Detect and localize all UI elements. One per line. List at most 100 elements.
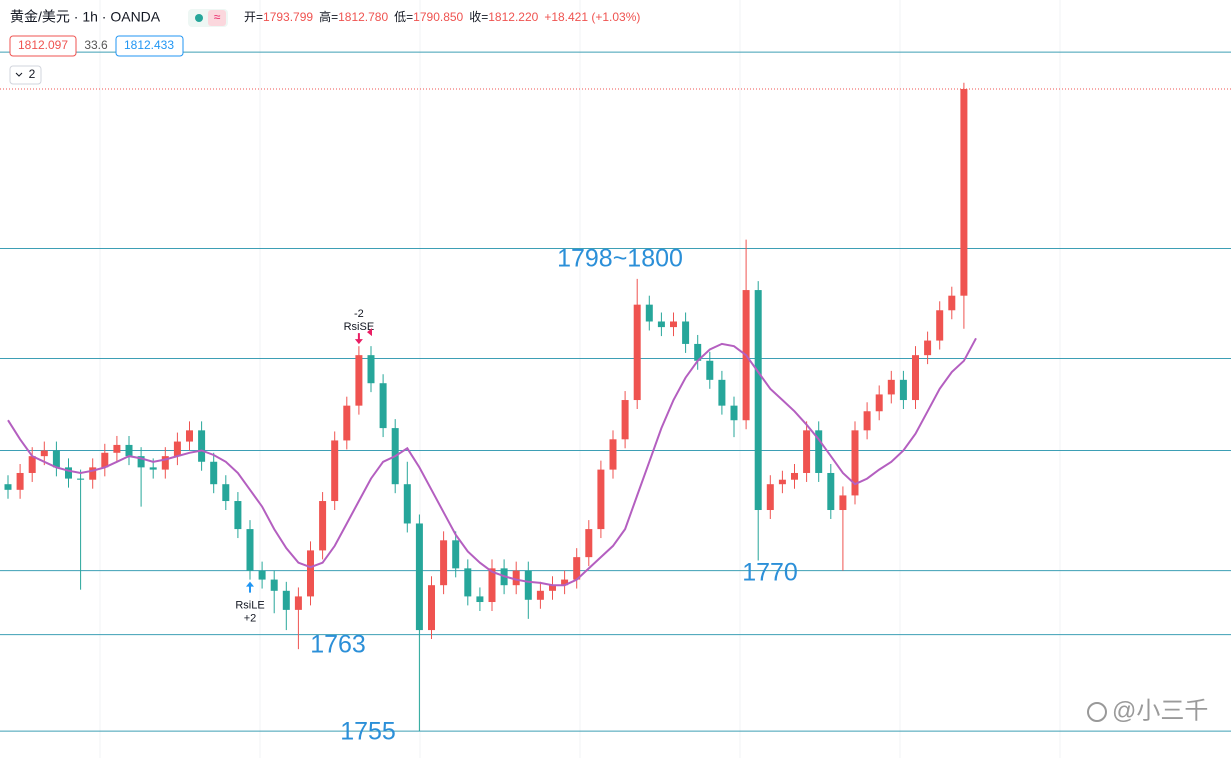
candle-body [706,360,714,380]
candle-body [875,394,883,412]
candle-body [331,440,339,502]
candle-body [355,355,363,406]
ohlc-label: 高= [319,9,338,24]
grid [99,0,1061,758]
candle-body [258,570,266,580]
candle-body [28,456,36,473]
ohlc-value: 1812.780 [338,10,388,24]
status-dot [195,14,203,22]
candle-body [936,310,944,341]
candle-body [670,321,677,328]
signal-qty: +2 [244,612,257,624]
candle-body [718,379,726,406]
candle-body [101,452,109,468]
candle-body [65,467,72,479]
symbol: 黄金/美元 · 1h · OANDA [10,9,161,25]
candle-body [464,568,472,597]
candle-body [561,579,569,586]
moving-average [7,337,977,587]
change: +18.421 (+1.03%) [544,10,640,24]
signal-label: RsiLE [235,599,264,611]
candle-body [536,590,544,600]
spread: 33.6 [84,38,108,52]
candle-body [887,379,895,395]
candle-body [415,523,423,631]
candle-body [403,484,411,524]
signal-qty: -2 [354,308,364,320]
candle-body [524,570,532,600]
ohlc: 开=1793.799 高=1812.780 低=1790.850 收=1812.220… [244,9,640,24]
collapse-box[interactable] [9,65,42,85]
candle-body [754,290,762,511]
candle-body [40,450,48,457]
candle-body [549,585,556,591]
indicator-count: 2 [29,67,36,81]
candle-body [815,430,823,473]
candle-body [137,456,145,468]
candle-body [270,579,278,591]
signal-marker [367,328,372,337]
candle-body [839,495,847,511]
candle-body [246,529,254,571]
candle-body [621,400,629,440]
candle-body [222,484,230,502]
bid-box [9,35,77,57]
ask-box [115,35,184,57]
watermark: @小三千 [1112,697,1208,724]
candle-body [282,590,290,610]
annotation: 1770 [742,559,798,587]
candle-body [609,439,617,470]
candle-body [113,444,121,453]
candle-body [597,469,605,530]
ohlc-value: 1812.220 [488,10,538,24]
candle-body [488,568,496,603]
candle-body [766,484,774,511]
candle-body [52,450,60,468]
ohlc-value: 1793.799 [263,10,313,24]
candle-body [851,430,859,496]
candle-body [440,540,448,586]
candle-body [161,456,169,470]
approx: ≈ [214,10,221,24]
candle-body [4,484,12,490]
candle-body [198,430,206,462]
candle-body [294,596,302,610]
candle-body [912,355,919,401]
candle-body [899,379,907,401]
ohlc-label: 收= [469,10,488,24]
candle-body [682,321,690,344]
candle-body [307,550,314,597]
candle-body [778,479,786,485]
candle-body [645,304,653,322]
signal-label: RsiSE [344,321,375,333]
annotation: 1755 [340,718,396,746]
candle-body [960,88,968,296]
candle-body [573,557,581,580]
candle-body [210,461,218,485]
annotation: 1763 [310,631,366,659]
candle-body [863,411,871,431]
chevron [15,72,23,77]
candle-body [16,472,24,490]
candle-body [657,321,665,328]
candle-body [827,472,835,511]
candle-body [452,540,460,569]
ask: 1812.433 [124,38,174,52]
candle-body [186,430,193,442]
candle-body [428,585,435,631]
candle-body [633,304,641,401]
candle-body [730,405,738,421]
ohlc-label: 开= [244,10,263,24]
candle-body [924,340,932,356]
candle-body [694,343,702,361]
candle-body [379,383,387,429]
candle-body [89,467,97,480]
candle-body [803,430,811,473]
candle-body [585,529,593,558]
candle-body [319,501,327,551]
watermark-logo [1087,702,1107,722]
candle-body [948,295,956,311]
